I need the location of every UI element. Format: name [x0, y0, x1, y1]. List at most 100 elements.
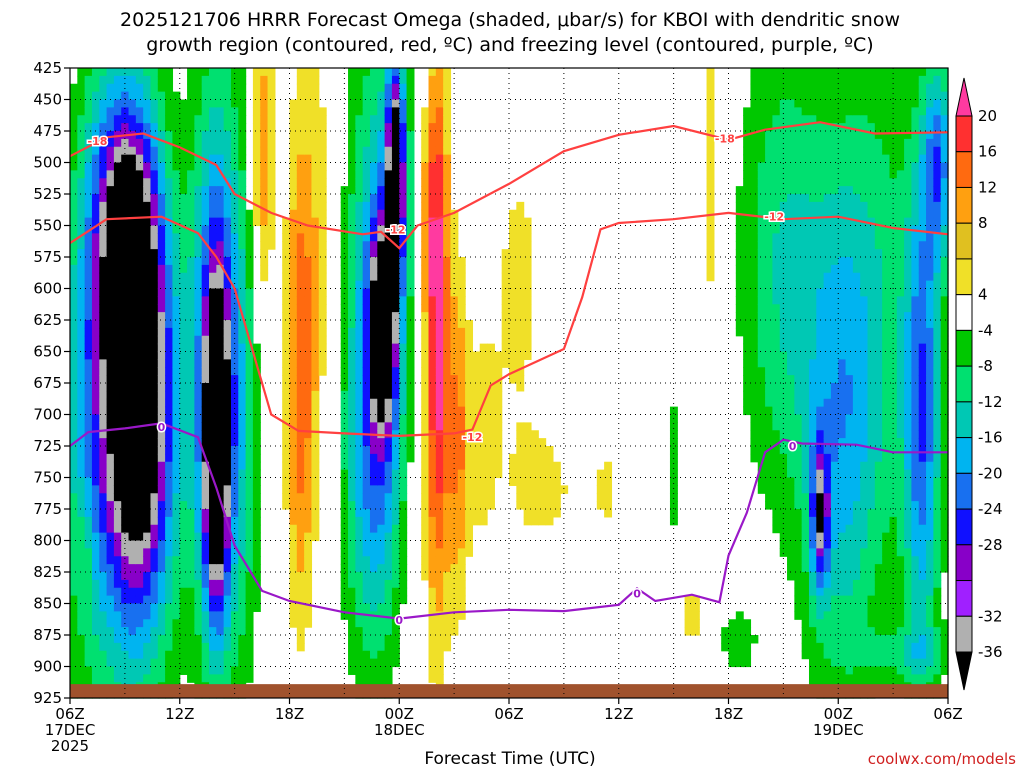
omega-cell [311, 288, 320, 297]
omega-cell [384, 532, 393, 542]
omega-cell [457, 351, 466, 360]
omega-cell [852, 280, 861, 290]
omega-cell [77, 138, 86, 148]
omega-cell [77, 579, 86, 589]
omega-cell [150, 186, 159, 195]
omega-cell [604, 485, 613, 494]
omega-cell [845, 233, 854, 242]
omega-cell [296, 288, 305, 297]
omega-cell [165, 75, 174, 85]
omega-cell [465, 485, 474, 494]
omega-cell [113, 524, 122, 534]
omega-cell [77, 115, 86, 124]
omega-cell [106, 422, 115, 431]
omega-cell [238, 572, 247, 581]
omega-cell [99, 131, 108, 140]
omega-cell [845, 666, 854, 675]
omega-cell [838, 516, 847, 526]
omega-cell [340, 587, 349, 597]
omega-cell [794, 453, 803, 463]
omega-cell [443, 509, 452, 518]
omega-cell [121, 201, 130, 211]
omega-cell [509, 469, 517, 479]
omega-cell [77, 123, 86, 132]
omega-cell [443, 107, 452, 116]
omega-cell [443, 115, 452, 124]
omega-cell [70, 595, 78, 605]
omega-cell [509, 217, 517, 227]
omega-cell [216, 666, 225, 675]
omega-cell [165, 280, 174, 290]
omega-cell [391, 658, 400, 668]
omega-cell [794, 406, 803, 416]
omega-cell [838, 233, 847, 242]
omega-cell [787, 115, 795, 124]
omega-cell [150, 107, 159, 116]
omega-cell [194, 438, 203, 447]
omega-cell [465, 430, 474, 439]
omega-cell [230, 375, 239, 384]
omega-cell [216, 107, 225, 116]
omega-cell [84, 658, 93, 668]
omega-cell [238, 485, 247, 494]
omega-cell [494, 390, 503, 400]
omega-cell [296, 138, 305, 148]
omega-cell [845, 619, 854, 628]
omega-cell [157, 548, 166, 557]
omega-cell [355, 532, 364, 542]
omega-cell [187, 201, 195, 211]
omega-cell [450, 422, 459, 431]
omega-cell [399, 556, 408, 565]
omega-cell [377, 296, 386, 305]
omega-cell [845, 595, 854, 605]
omega-cell [223, 469, 232, 479]
omega-cell [487, 438, 495, 447]
omega-cell [399, 579, 408, 589]
omega-cell [245, 611, 254, 620]
omega-cell [596, 501, 605, 510]
omega-cell [187, 154, 195, 164]
omega-cell [194, 658, 203, 668]
omega-cell [787, 430, 795, 439]
omega-cell [369, 383, 378, 392]
omega-cell [391, 579, 400, 589]
omega-cell [816, 674, 825, 683]
omega-cell [194, 485, 203, 494]
omega-cell [669, 477, 678, 486]
omega-cell [830, 516, 839, 526]
omega-cell [435, 579, 444, 589]
omega-cell [830, 635, 839, 644]
omega-cell [113, 595, 122, 605]
omega-cell [223, 194, 232, 203]
omega-cell [172, 603, 181, 612]
omega-cell [157, 635, 166, 644]
omega-cell [523, 335, 532, 345]
omega-cell [296, 194, 305, 203]
omega-cell [816, 485, 825, 494]
omega-cell [757, 186, 766, 195]
omega-cell [362, 446, 371, 455]
omega-cell [355, 477, 364, 486]
omega-cell [421, 375, 430, 384]
omega-cell [530, 501, 539, 510]
omega-cell [187, 493, 195, 502]
omega-cell [750, 154, 759, 164]
omega-cell [362, 375, 371, 384]
omega-cell [194, 178, 203, 187]
omega-cell [516, 383, 525, 392]
omega-cell [143, 453, 152, 463]
omega-cell [84, 642, 93, 652]
omega-cell [143, 154, 152, 164]
omega-cell [348, 209, 356, 219]
omega-cell [735, 296, 744, 305]
omega-cell [465, 493, 474, 502]
omega-cell [377, 564, 386, 573]
omega-cell [70, 666, 78, 675]
omega-cell [91, 406, 100, 416]
omega-cell [209, 461, 217, 471]
omega-cell [150, 579, 159, 589]
omega-cell [465, 477, 474, 486]
omega-cell [304, 68, 313, 77]
omega-cell [348, 225, 356, 234]
omega-cell [311, 438, 320, 447]
